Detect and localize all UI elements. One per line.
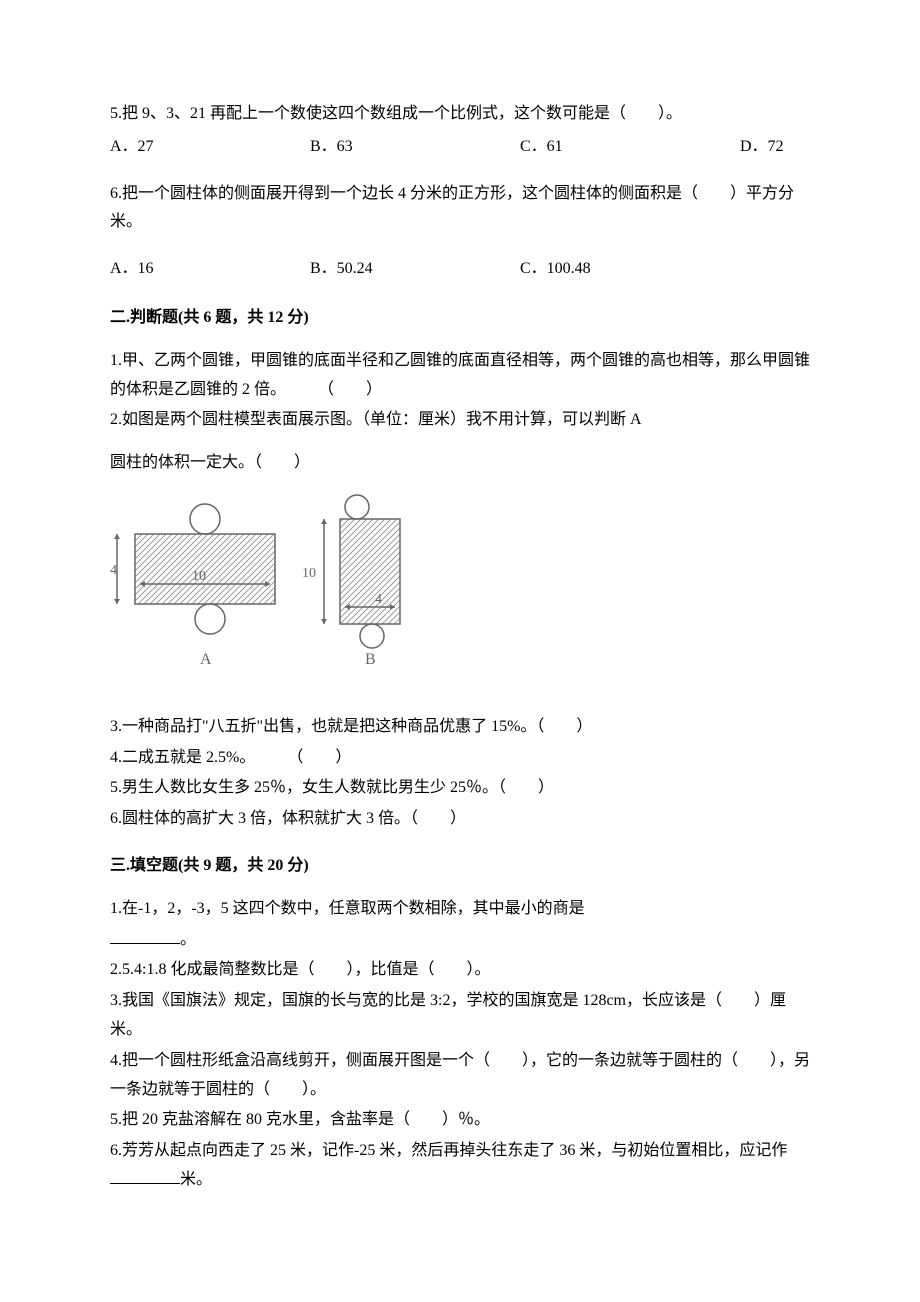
cylinder-diagram: 4 10 10 4 A B (110, 494, 810, 685)
q5-text: 5.把 9、3、21 再配上一个数使这四个数组成一个比例式，这个数可能是（ ）。 (110, 100, 810, 129)
s2-q4: 4.二成五就是 2.5%。 （ ） (110, 744, 810, 773)
s2-q6: 6.圆柱体的高扩大 3 倍，体积就扩大 3 倍。（ ） (110, 805, 810, 834)
s3-q1-blank: 。 (110, 926, 810, 955)
q5-options: A．27 B．63 C．61 D．72 (110, 133, 810, 162)
s3-q2: 2.5.4:1.8 化成最简整数比是（ ），比值是（ ）。 (110, 956, 810, 985)
s3-q1-end: 。 (180, 931, 196, 948)
s3-q4: 4.把一个圆柱形纸盒沿高线剪开，侧面展开图是一个（ ），它的一条边就等于圆柱的（… (110, 1047, 810, 1105)
s3-q6a: 6.芳芳从起点向西走了 25 米，记作-25 米，然后再掉头往东走了 36 米，… (110, 1142, 787, 1159)
s3-q1-text: 1.在-1，2，-3，5 这四个数中，任意取两个数相除，其中最小的商是 (110, 900, 585, 917)
svg-text:4: 4 (110, 563, 117, 578)
q6-opt-b: B．50.24 (310, 255, 520, 284)
blank-line (110, 943, 180, 944)
s3-q3: 3.我国《国旗法》规定，国旗的长与宽的比是 3:2，学校的国旗宽是 128cm，… (110, 987, 810, 1045)
section2-title: 二.判断题(共 6 题，共 12 分) (110, 304, 810, 333)
svg-text:A: A (200, 651, 212, 668)
q6-opt-c: C．100.48 (520, 255, 810, 284)
q5-opt-b: B．63 (310, 133, 520, 162)
q5-opt-a: A．27 (110, 133, 310, 162)
q5-opt-d: D．72 (740, 133, 810, 162)
svg-text:B: B (365, 651, 376, 668)
s3-q5: 5.把 20 克盐溶解在 80 克水里，含盐率是（ ）％。 (110, 1106, 810, 1135)
svg-text:10: 10 (302, 566, 316, 581)
s2-q2a: 2.如图是两个圆柱模型表面展示图。（单位：厘米）我不用计算，可以判断 A (110, 406, 810, 435)
s2-q3: 3.一种商品打"八五折"出售，也就是把这种商品优惠了 15%。（ ） (110, 713, 810, 742)
s2-q2b: 圆柱的体积一定大。（ ） (110, 449, 810, 478)
section3-title: 三.填空题(共 9 题，共 20 分) (110, 852, 810, 881)
q6-options: A．16 B．50.24 C．100.48 (110, 255, 810, 284)
q6-opt-a: A．16 (110, 255, 310, 284)
q6-text: 6.把一个圆柱体的侧面展开得到一个边长 4 分米的正方形，这个圆柱体的侧面积是（… (110, 180, 810, 238)
svg-text:10: 10 (192, 569, 206, 584)
s2-q5: 5.男生人数比女生多 25％，女生人数就比男生少 25％。（ ） (110, 774, 810, 803)
s2-q1: 1.甲、乙两个圆锥，甲圆锥的底面半径和乙圆锥的底面直径相等，两个圆锥的高也相等，… (110, 347, 810, 405)
blank-line-2 (110, 1183, 180, 1184)
s3-q6b: 米。 (180, 1171, 212, 1188)
q5-opt-c: C．61 (520, 133, 740, 162)
svg-text:4: 4 (375, 592, 382, 607)
s3-q6: 6.芳芳从起点向西走了 25 米，记作-25 米，然后再掉头往东走了 36 米，… (110, 1137, 810, 1195)
s3-q1: 1.在-1，2，-3，5 这四个数中，任意取两个数相除，其中最小的商是 (110, 895, 810, 924)
